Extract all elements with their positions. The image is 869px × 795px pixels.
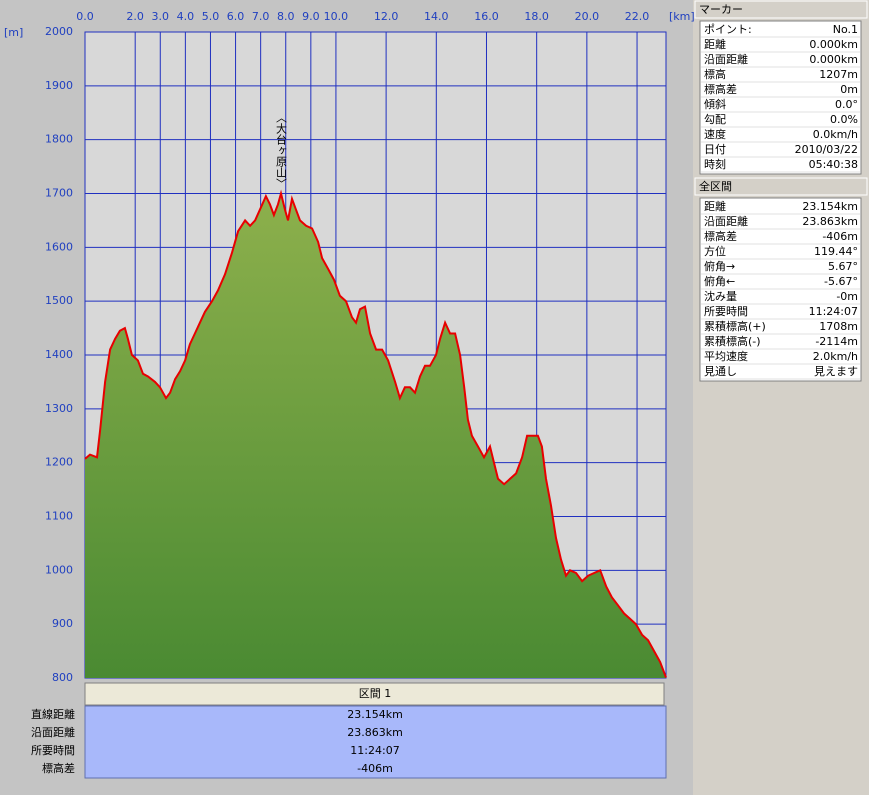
y-tick-label: 1500	[45, 294, 73, 307]
y-tick-label: 1000	[45, 563, 73, 576]
y-tick-label: 1900	[45, 79, 73, 92]
row-label: 傾斜	[704, 97, 726, 111]
panel-title: マーカー	[699, 3, 743, 16]
y-tick-label: 1100	[45, 510, 73, 523]
row-value: 0.0km/h	[813, 128, 858, 141]
row-label: 沈み量	[704, 289, 737, 303]
row-value: 0.000km	[809, 38, 858, 51]
panel-title: 全区間	[699, 179, 732, 193]
elevation-area	[85, 193, 666, 678]
row-value: 0.0%	[830, 113, 858, 126]
row-value: -0m	[836, 290, 858, 303]
row-value: 23.154km	[347, 708, 403, 721]
y-tick-label: 1200	[45, 456, 73, 469]
row-label: 方位	[704, 244, 726, 258]
y-tick-label: 1800	[45, 133, 73, 146]
row-label: 日付	[704, 143, 726, 156]
row-value: 0m	[840, 83, 858, 96]
row-label: 所要時間	[704, 305, 748, 318]
section-title: 区間 1	[359, 687, 392, 700]
row-label: 沿面距離	[31, 725, 75, 739]
x-tick-label: 0.0	[76, 10, 94, 23]
row-label: 勾配	[704, 113, 726, 126]
row-value: -2114m	[815, 335, 858, 348]
y-unit: [m]	[4, 26, 23, 39]
x-tick-label: 12.0	[374, 10, 399, 23]
row-label: 見通し	[704, 365, 737, 378]
row-label: 時刻	[704, 157, 726, 171]
row-value: -406m	[357, 762, 393, 775]
section-body	[84, 705, 667, 779]
x-tick-label: 7.0	[252, 10, 270, 23]
row-value: 1708m	[819, 320, 858, 333]
x-tick-label: 14.0	[424, 10, 449, 23]
x-tick-label: 22.0	[625, 10, 650, 23]
x-tick-label: 5.0	[202, 10, 220, 23]
row-value: 0.0°	[835, 98, 858, 111]
row-value: 2010/03/22	[795, 143, 858, 156]
row-label: 標高差	[704, 82, 737, 96]
row-label: 標高差	[704, 229, 737, 243]
x-tick-label: 8.0	[277, 10, 295, 23]
row-value: 23.863km	[347, 726, 403, 739]
row-value: -5.67°	[824, 275, 858, 288]
y-tick-label: 1700	[45, 187, 73, 200]
y-tick-label: 1300	[45, 402, 73, 415]
row-label: 所要時間	[31, 744, 75, 757]
section-header	[84, 682, 665, 706]
row-label: 標高差	[42, 761, 75, 775]
x-tick-label: 2.0	[126, 10, 144, 23]
y-tick-label: 1600	[45, 240, 73, 253]
panel-header	[694, 0, 868, 19]
row-label: 標高	[704, 67, 726, 81]
row-label: 累積標高(+)	[704, 319, 766, 333]
x-tick-label: 9.0	[302, 10, 320, 23]
y-tick-label: 2000	[45, 25, 73, 38]
x-tick-label: 16.0	[474, 10, 499, 23]
row-value: 2.0km/h	[813, 350, 858, 363]
y-tick-label: 800	[52, 671, 73, 684]
row-value: 23.154km	[802, 200, 858, 213]
row-label: ポイント:	[704, 23, 752, 36]
x-tick-label: 6.0	[227, 10, 245, 23]
row-label: 沿面距離	[704, 52, 748, 66]
row-label: 俯角←	[704, 274, 735, 288]
row-value: -406m	[822, 230, 858, 243]
row-label: 累積標高(-)	[704, 334, 761, 348]
row-label: 平均速度	[704, 349, 748, 363]
x-tick-label: 3.0	[152, 10, 170, 23]
x-tick-label: 20.0	[575, 10, 600, 23]
row-value: 5.67°	[828, 260, 858, 273]
row-value: 11:24:07	[809, 305, 858, 318]
x-unit: [km]	[669, 10, 695, 23]
row-value: 119.44°	[814, 245, 858, 258]
panel-header	[694, 177, 868, 196]
row-value: 1207m	[819, 68, 858, 81]
row-value: 0.000km	[809, 53, 858, 66]
row-label: 距離	[704, 37, 726, 51]
row-label: 俯角→	[704, 259, 735, 273]
row-value: 23.863km	[802, 215, 858, 228]
row-label: 沿面距離	[704, 214, 748, 228]
y-tick-label: 1400	[45, 348, 73, 361]
elevation-line	[84, 189, 667, 678]
y-tick-label: 900	[52, 617, 73, 630]
x-tick-label: 10.0	[324, 10, 349, 23]
row-value: 11:24:07	[350, 744, 399, 757]
row-value: 05:40:38	[809, 158, 858, 171]
row-value: 見えます	[814, 365, 858, 378]
x-tick-label: 4.0	[177, 10, 195, 23]
row-label: 直線距離	[31, 707, 75, 721]
row-value: No.1	[833, 23, 858, 36]
annotation: 〈大台ヶ原山〉	[274, 112, 287, 189]
row-label: 距離	[704, 199, 726, 213]
x-tick-label: 18.0	[524, 10, 549, 23]
row-label: 速度	[704, 127, 726, 141]
